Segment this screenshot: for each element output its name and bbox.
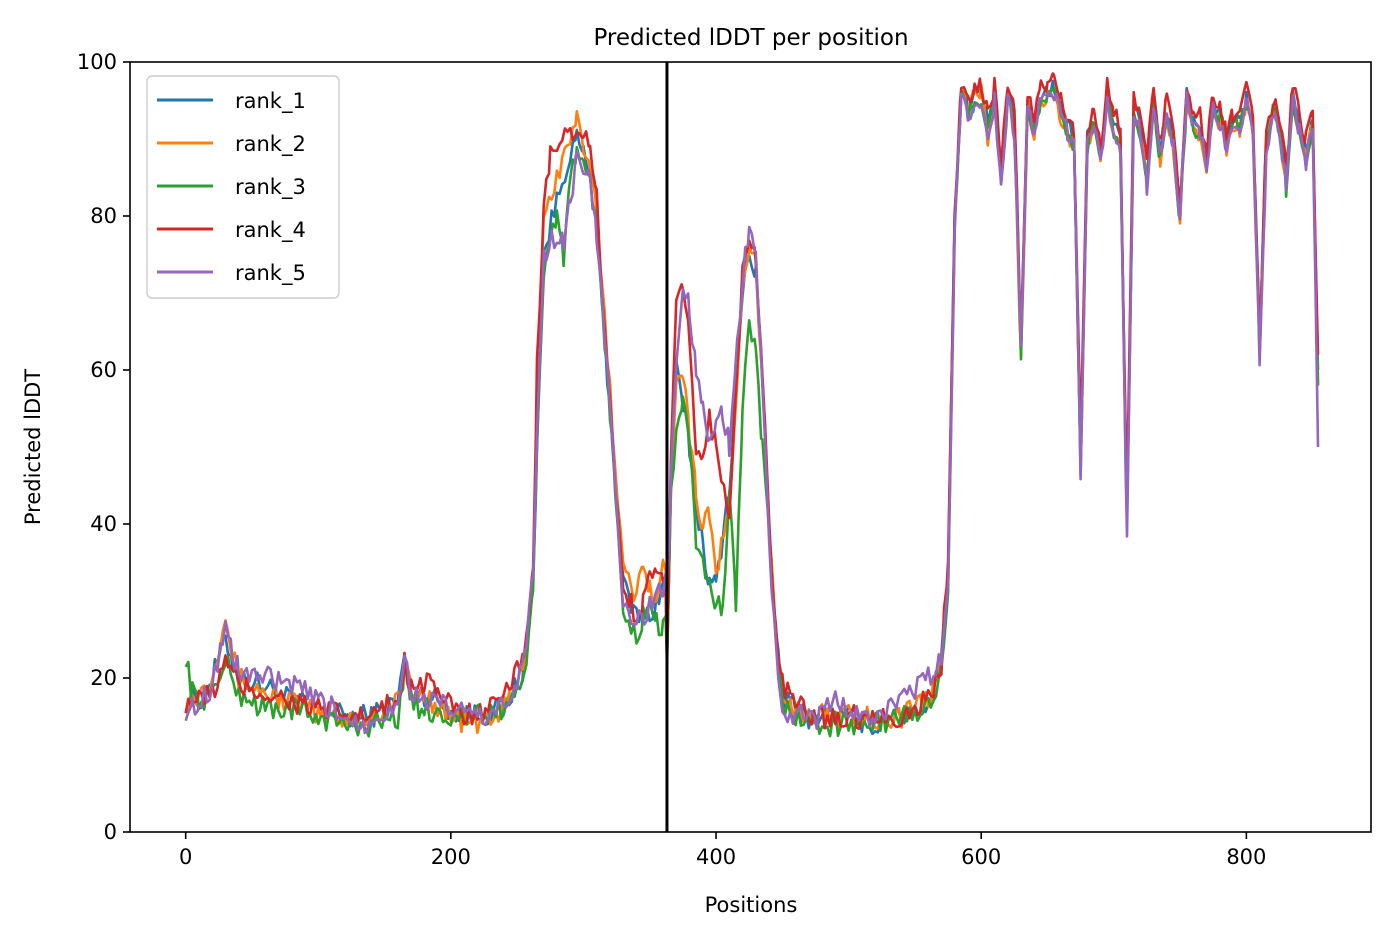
legend: rank_1 rank_2 rank_3 rank_4 rank_5 xyxy=(146,75,340,299)
y-tick-label: 80 xyxy=(90,204,117,228)
legend-label-rank_2: rank_2 xyxy=(235,132,306,157)
x-tick-label: 800 xyxy=(1226,845,1266,869)
x-tick-label: 200 xyxy=(431,845,471,869)
legend-label-rank_3: rank_3 xyxy=(235,175,306,200)
y-tick-label: 60 xyxy=(90,358,117,382)
chart-title: Predicted lDDT per position xyxy=(593,25,908,51)
x-tick-label: 400 xyxy=(696,845,736,869)
series-lines xyxy=(184,72,1320,738)
series-line-rank_5 xyxy=(184,90,1320,735)
legend-label-rank_4: rank_4 xyxy=(235,218,306,243)
y-axis-ticks: 0 20 40 60 80 100 xyxy=(77,50,130,844)
y-tick-label: 100 xyxy=(77,50,117,74)
y-tick-label: 40 xyxy=(90,512,117,536)
y-tick-label: 20 xyxy=(90,666,117,690)
x-tick-label: 600 xyxy=(961,845,1001,869)
plot-frame xyxy=(129,61,1372,833)
y-tick-label: 0 xyxy=(104,820,117,844)
legend-label-rank_1: rank_1 xyxy=(235,89,306,114)
x-axis-label: Positions xyxy=(705,893,798,917)
legend-box xyxy=(146,75,340,299)
x-axis-ticks: 0 200 400 600 800 xyxy=(179,832,1266,869)
y-axis-label: Predicted lDDT xyxy=(21,369,45,525)
x-tick-label: 0 xyxy=(179,845,192,869)
legend-label-rank_5: rank_5 xyxy=(235,261,306,286)
